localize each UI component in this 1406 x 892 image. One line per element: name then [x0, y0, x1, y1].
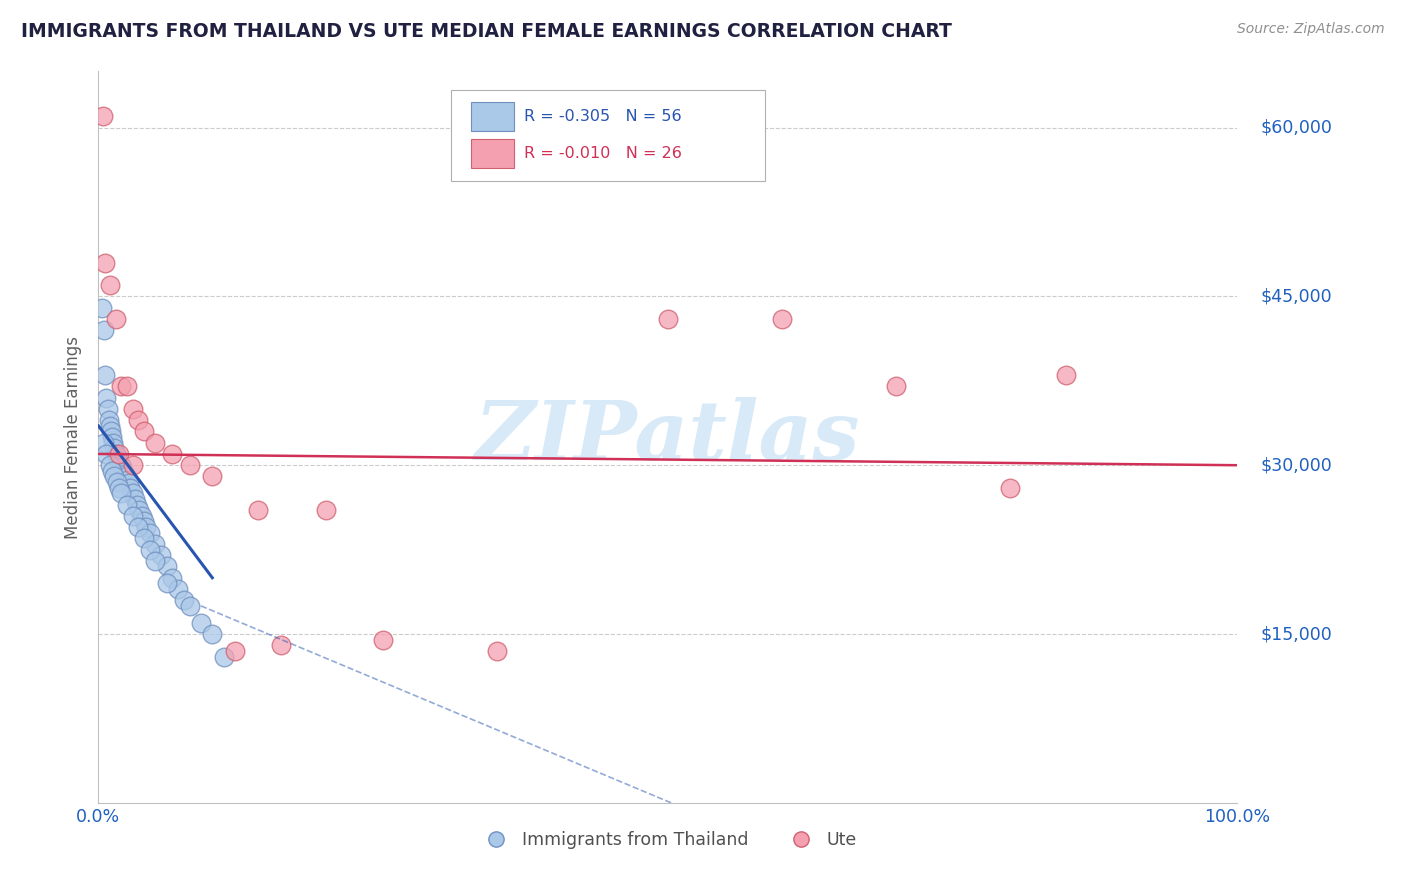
Point — [998, 481, 1021, 495]
Point — [315, 503, 337, 517]
Point — [110, 486, 132, 500]
Point — [100, 425, 122, 439]
Point — [131, 508, 153, 523]
Text: R = -0.010   N = 26: R = -0.010 N = 26 — [524, 146, 682, 161]
Point — [108, 447, 131, 461]
Text: $30,000: $30,000 — [1260, 456, 1331, 475]
Point — [98, 458, 121, 473]
Point — [103, 435, 125, 450]
Point — [124, 491, 146, 506]
Y-axis label: Median Female Earnings: Median Female Earnings — [65, 335, 83, 539]
Point — [105, 449, 128, 463]
Point — [121, 458, 143, 473]
Point — [111, 460, 134, 475]
Point — [138, 542, 160, 557]
Point — [138, 525, 160, 540]
Point — [1056, 368, 1078, 383]
Point — [145, 435, 167, 450]
Bar — [471, 139, 515, 169]
Point — [121, 401, 143, 416]
Point — [101, 430, 124, 444]
Point — [657, 312, 679, 326]
Text: $60,000: $60,000 — [1260, 119, 1331, 136]
Point — [884, 379, 907, 393]
Point — [105, 475, 128, 489]
Point — [94, 368, 117, 383]
Point — [101, 464, 124, 478]
Bar — [471, 103, 515, 131]
Point — [115, 473, 138, 487]
Point — [107, 452, 129, 467]
Point — [224, 644, 246, 658]
Point — [132, 425, 155, 439]
Point — [179, 458, 201, 473]
Point — [162, 447, 184, 461]
Point — [104, 312, 127, 326]
Point — [108, 456, 131, 470]
Point — [110, 379, 132, 393]
Point — [96, 447, 118, 461]
Text: R = -0.305   N = 56: R = -0.305 N = 56 — [524, 110, 682, 124]
Point — [132, 515, 155, 529]
Point — [108, 481, 131, 495]
Point — [132, 532, 155, 546]
Point — [90, 301, 112, 315]
Point — [97, 413, 120, 427]
FancyBboxPatch shape — [451, 90, 765, 181]
Point — [127, 498, 149, 512]
Point — [98, 418, 121, 433]
Point — [103, 469, 125, 483]
Point — [98, 278, 121, 293]
Point — [103, 442, 125, 456]
Point — [127, 413, 149, 427]
Point — [128, 503, 150, 517]
Text: IMMIGRANTS FROM THAILAND VS UTE MEDIAN FEMALE EARNINGS CORRELATION CHART: IMMIGRANTS FROM THAILAND VS UTE MEDIAN F… — [21, 22, 952, 41]
Point — [115, 379, 138, 393]
Point — [156, 559, 179, 574]
Legend: Immigrants from Thailand, Ute: Immigrants from Thailand, Ute — [472, 824, 863, 856]
Point — [167, 582, 190, 596]
Text: Source: ZipAtlas.com: Source: ZipAtlas.com — [1237, 22, 1385, 37]
Point — [162, 571, 184, 585]
Point — [93, 323, 115, 337]
Point — [179, 599, 201, 613]
Point — [190, 615, 212, 630]
Point — [121, 486, 143, 500]
Point — [114, 469, 136, 483]
Point — [371, 632, 394, 647]
Point — [120, 481, 142, 495]
Point — [104, 447, 127, 461]
Point — [112, 464, 135, 478]
Text: $15,000: $15,000 — [1260, 625, 1331, 643]
Point — [121, 508, 143, 523]
Point — [270, 638, 292, 652]
Point — [91, 109, 114, 123]
Text: ZIPatlas: ZIPatlas — [475, 397, 860, 477]
Point — [110, 458, 132, 473]
Point — [156, 576, 179, 591]
Point — [145, 537, 167, 551]
Point — [96, 401, 118, 416]
Point — [150, 548, 173, 562]
Point — [145, 554, 167, 568]
Point — [201, 627, 224, 641]
Point — [246, 503, 269, 517]
Point — [94, 255, 117, 269]
Point — [114, 467, 136, 482]
Point — [486, 644, 509, 658]
Point — [96, 391, 118, 405]
Point — [93, 435, 115, 450]
Point — [212, 649, 235, 664]
Point — [118, 476, 141, 491]
Point — [173, 593, 195, 607]
Point — [115, 498, 138, 512]
Point — [127, 520, 149, 534]
Text: $45,000: $45,000 — [1260, 287, 1331, 305]
Point — [135, 520, 157, 534]
Point — [770, 312, 793, 326]
Point — [201, 469, 224, 483]
